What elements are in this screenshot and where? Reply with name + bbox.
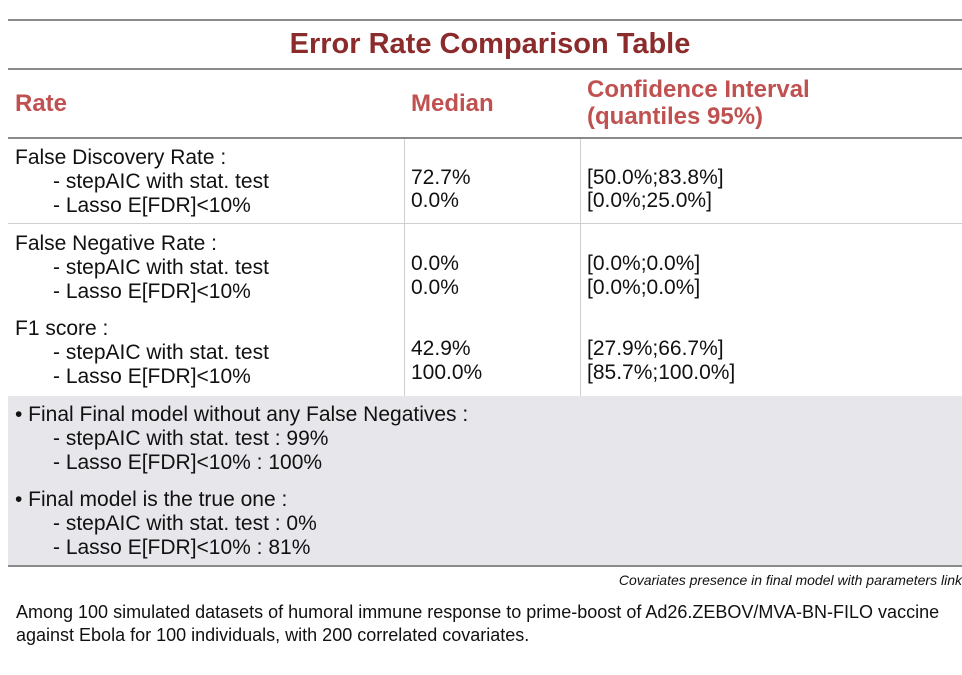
- summary-item: - stepAIC with stat. test : 0%: [53, 512, 317, 535]
- row-method: - Lasso E[FDR]<10%: [53, 194, 251, 217]
- median-value: 0.0%: [411, 189, 459, 212]
- bottom-rule: [8, 565, 962, 567]
- column-divider-2: [580, 139, 581, 396]
- summary-item: - Lasso E[FDR]<10% : 81%: [53, 536, 311, 559]
- summary-heading: • Final Final model without any False Ne…: [15, 403, 469, 426]
- median-value: 42.9%: [411, 337, 471, 360]
- summary-item: - Lasso E[FDR]<10% : 100%: [53, 451, 323, 474]
- median-value: 72.7%: [411, 166, 471, 189]
- header-rule: [8, 137, 962, 139]
- row-method: - Lasso E[FDR]<10%: [53, 365, 251, 388]
- interval-value: [0.0%;0.0%]: [587, 252, 701, 275]
- footnote: Covariates presence in final model with …: [618, 572, 962, 588]
- median-value: 100.0%: [411, 361, 483, 384]
- interval-value: [0.0%;0.0%]: [587, 276, 701, 299]
- summary-heading: • Final model is the true one :: [15, 488, 288, 511]
- row-method: - stepAIC with stat. test: [53, 256, 269, 279]
- top-rule: [8, 19, 962, 21]
- row-rule: [8, 223, 962, 224]
- row-method: - Lasso E[FDR]<10%: [53, 280, 251, 303]
- header-rate: Rate: [15, 90, 68, 117]
- header-ci-line2: (quantiles 95%): [587, 103, 764, 130]
- row-method: - stepAIC with stat. test: [53, 341, 269, 364]
- header-ci-line1: Confidence Interval: [587, 76, 810, 103]
- interval-value: [85.7%;100.0%]: [587, 361, 736, 384]
- median-value: 0.0%: [411, 252, 459, 275]
- row-label-fdr: False Discovery Rate :: [15, 146, 227, 169]
- row-method: - stepAIC with stat. test: [53, 170, 269, 193]
- interval-value: [50.0%;83.8%]: [587, 166, 724, 189]
- header-median: Median: [411, 90, 494, 117]
- median-value: 0.0%: [411, 276, 459, 299]
- row-label-f1: F1 score :: [15, 317, 109, 340]
- interval-value: [0.0%;25.0%]: [587, 189, 712, 212]
- table-title: Error Rate Comparison Table: [289, 28, 691, 60]
- column-divider-1: [404, 139, 405, 396]
- title-rule: [8, 68, 962, 70]
- row-label-fnr: False Negative Rate :: [15, 232, 217, 255]
- summary-item: - stepAIC with stat. test : 99%: [53, 427, 329, 450]
- caption: Among 100 simulated datasets of humoral …: [16, 602, 940, 645]
- summary-panel: [8, 396, 962, 566]
- interval-value: [27.9%;66.7%]: [587, 337, 724, 360]
